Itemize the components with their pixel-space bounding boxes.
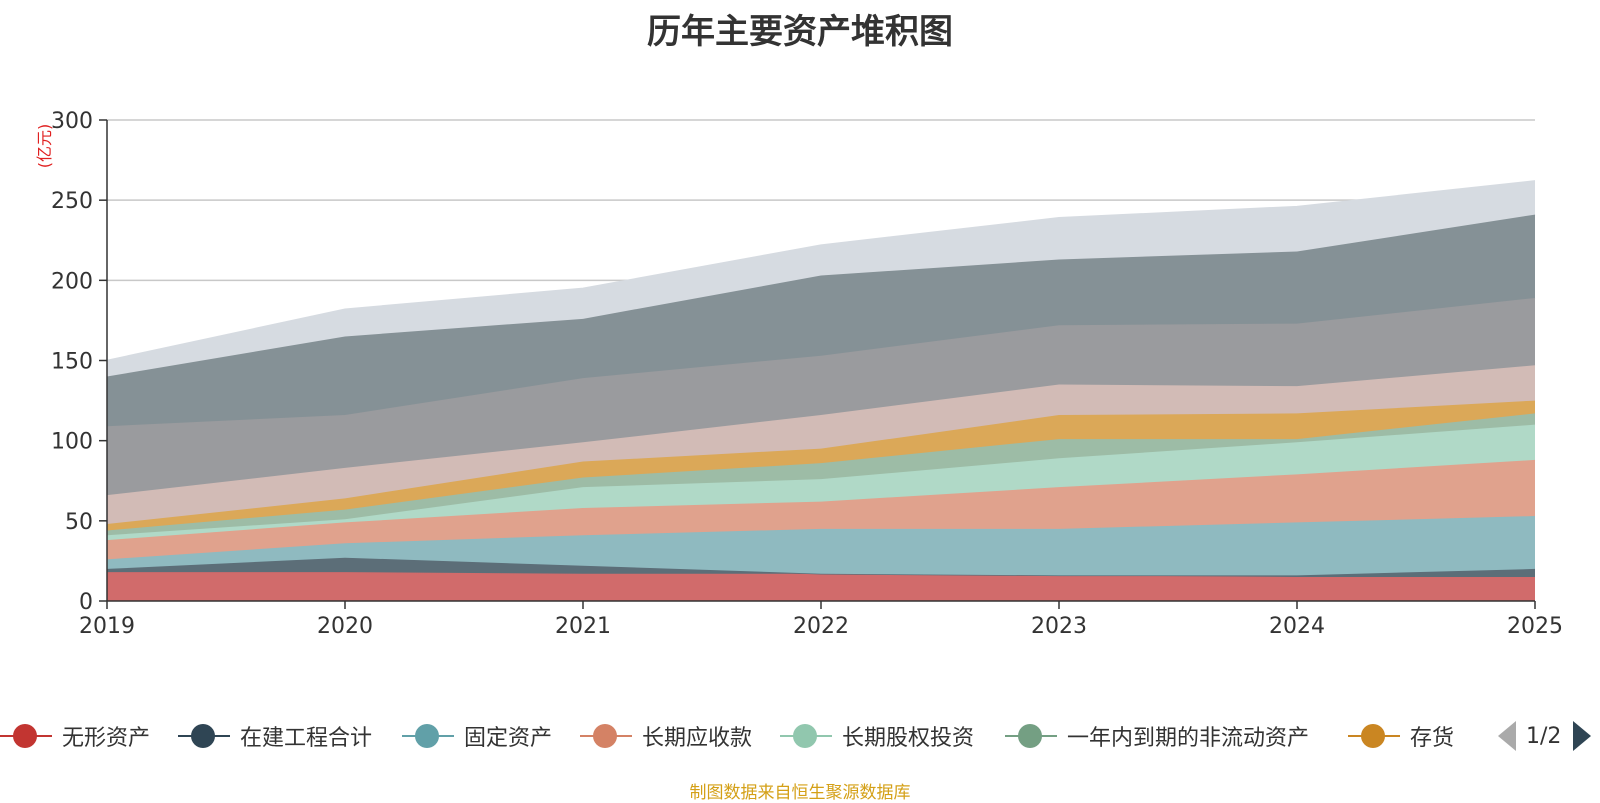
legend-item-construction-in-progress[interactable]: 在建工程合计 xyxy=(178,714,372,758)
legend-label: 固定资产 xyxy=(464,726,553,751)
y-tick-label: 250 xyxy=(51,189,93,214)
legend-item-long-term-equity-investment[interactable]: 长期股权投资 xyxy=(780,714,974,758)
legend-item-noncurrent-assets-due-within-one-year[interactable]: 一年内到期的非流动资产 xyxy=(1005,714,1309,758)
x-tick-label: 2021 xyxy=(555,614,611,639)
area-5 xyxy=(107,424,1535,541)
legend-marker-icon xyxy=(1005,721,1057,751)
area-2 xyxy=(107,557,1535,577)
area-10 xyxy=(107,214,1535,427)
pager-text: 1/2 xyxy=(1526,723,1562,749)
y-tick-label: 100 xyxy=(51,430,93,455)
legend-marker-icon xyxy=(402,721,454,751)
source-note: 制图数据来自恒生聚源数据库 xyxy=(689,783,911,803)
legend-label: 无形资产 xyxy=(62,726,151,751)
y-tick-label: 0 xyxy=(79,590,93,615)
legend-item-long-term-receivables[interactable]: 长期应收款 xyxy=(580,714,752,758)
x-tick-label: 2024 xyxy=(1269,614,1325,639)
area-1 xyxy=(107,572,1535,601)
legend-label: 一年内到期的非流动资产 xyxy=(1067,726,1310,751)
x-tick-label: 2025 xyxy=(1507,614,1563,639)
y-tick-label: 150 xyxy=(51,350,93,375)
x-tick-label: 2019 xyxy=(79,614,135,639)
y-tick-label: 200 xyxy=(51,269,93,294)
area-9 xyxy=(107,297,1535,496)
legend-item-inventory[interactable]: 存货 xyxy=(1348,714,1454,758)
legend-item-intangible-assets[interactable]: 无形资产 xyxy=(0,714,150,758)
legend-label: 存货 xyxy=(1410,726,1455,751)
x-tick-label: 2022 xyxy=(793,614,849,639)
legend-pager: 1/2 xyxy=(1498,714,1592,758)
legend-label: 在建工程合计 xyxy=(240,726,373,751)
x-tick-label: 2023 xyxy=(1031,614,1087,639)
chart-title: 历年主要资产堆积图 xyxy=(647,12,953,52)
legend-marker-icon xyxy=(780,721,832,751)
legend-marker-icon xyxy=(0,721,52,751)
legend-label: 长期股权投资 xyxy=(842,726,975,751)
area-3 xyxy=(107,516,1535,576)
area-11 xyxy=(107,180,1535,377)
pager-prev-icon[interactable] xyxy=(1498,721,1516,751)
y-tick-label: 300 xyxy=(51,109,93,134)
legend-marker-icon xyxy=(1348,721,1400,751)
legend-marker-icon xyxy=(178,721,230,751)
x-tick-label: 2020 xyxy=(317,614,373,639)
legend-label: 长期应收款 xyxy=(642,726,753,751)
stacked-area-chart: 0 50 100 150 200 250 300 2019 2020 2021 2022 2023 20… xyxy=(35,109,1563,639)
pager-next-icon[interactable] xyxy=(1573,721,1592,751)
legend: 无形资产 在建工程合计 固定资产 长期应收款 长期股权投资 xyxy=(0,714,1600,758)
area-edge-11 xyxy=(106,180,1536,362)
area-7 xyxy=(107,400,1535,531)
area-8 xyxy=(107,365,1535,525)
legend-item-fixed-assets[interactable]: 固定资产 xyxy=(402,714,552,758)
area-4 xyxy=(107,459,1535,560)
y-unit-label: (亿元) xyxy=(35,124,54,169)
legend-marker-icon xyxy=(580,721,632,751)
area-6 xyxy=(107,413,1535,536)
y-tick-label: 50 xyxy=(65,510,93,535)
